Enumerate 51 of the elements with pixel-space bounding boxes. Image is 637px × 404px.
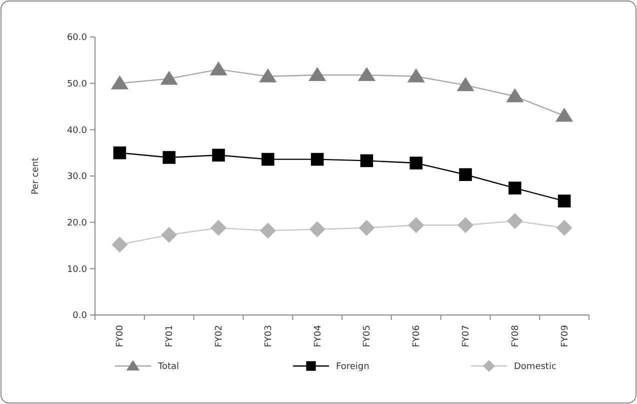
point: [558, 194, 571, 208]
point: [113, 146, 126, 160]
point: [262, 152, 274, 166]
point: [410, 156, 422, 170]
legend-label: Domestic: [514, 362, 556, 372]
y-tick-label: 20.0: [66, 218, 88, 228]
x-tick-label: FY00: [116, 324, 126, 348]
point: [112, 236, 128, 253]
point: [110, 75, 128, 90]
point: [459, 168, 472, 182]
point: [556, 220, 572, 236]
x-tick-label: FY07: [462, 325, 472, 348]
point: [309, 221, 326, 238]
y-tick-label: 60.0: [66, 33, 88, 44]
y-tick-label: 10.0: [66, 264, 88, 275]
x-tick-label: FY09: [560, 324, 570, 348]
point: [161, 226, 178, 243]
point: [506, 88, 524, 102]
point: [160, 70, 178, 85]
point: [212, 148, 225, 162]
point: [556, 108, 574, 122]
x-tick-label: FY08: [510, 324, 521, 348]
point: [358, 220, 375, 236]
point: [458, 217, 474, 234]
point: [210, 220, 226, 236]
point: [308, 66, 326, 81]
y-tick-label: 50.0: [66, 79, 88, 90]
point: [456, 77, 474, 92]
x-tick-label: FY02: [214, 325, 224, 348]
x-tick-label: FY03: [264, 325, 274, 348]
point: [408, 217, 424, 234]
point: [210, 61, 228, 76]
y-tick-label: 30.0: [66, 172, 88, 182]
legend-label: Total: [157, 362, 180, 372]
point: [506, 212, 523, 229]
x-tick-label: FY05: [362, 325, 373, 348]
y-tick-label: 0.0: [72, 311, 88, 322]
point: [358, 66, 376, 81]
x-tick-label: FY01: [165, 325, 176, 348]
y-axis-title: Per cent: [31, 157, 41, 194]
point: [407, 68, 425, 82]
point: [360, 154, 374, 168]
x-tick-label: FY06: [412, 324, 422, 348]
point: [259, 68, 277, 82]
x-tick-label: FY04: [313, 324, 324, 348]
legend-label: Foreign: [336, 362, 370, 372]
point: [260, 222, 276, 239]
point: [162, 151, 176, 164]
point: [310, 152, 324, 166]
point: [508, 182, 522, 194]
y-tick-label: 40.0: [66, 126, 88, 136]
